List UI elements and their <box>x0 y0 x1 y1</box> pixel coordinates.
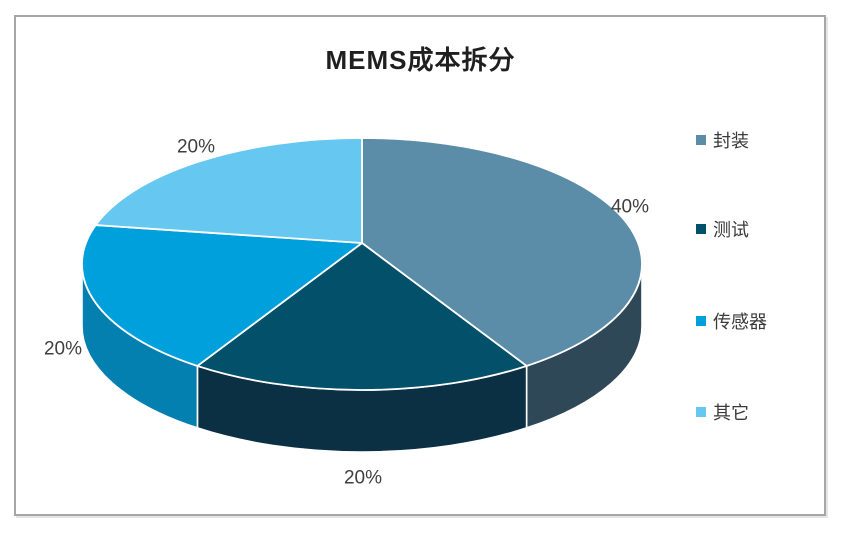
legend-label: 传感器 <box>713 312 767 332</box>
legend-marker-icon <box>696 135 706 145</box>
legend-item-other: 其它 <box>696 401 749 423</box>
chart-title: MEMS成本拆分 <box>325 45 516 75</box>
legend-marker-icon <box>696 316 706 326</box>
legend: 封装 测试 传感器 其它 <box>690 0 820 536</box>
legend-item-testing: 测试 <box>696 218 749 240</box>
pie-slice-封装 <box>361 137 643 367</box>
legend-item-sensor: 传感器 <box>696 310 767 332</box>
pie-slice-其它 <box>94 137 363 244</box>
data-label-传感器: 20% <box>44 339 82 360</box>
pie-slice-传感器 <box>81 224 363 367</box>
data-label-测试: 20% <box>344 468 382 489</box>
legend-marker-icon <box>696 407 706 417</box>
data-label-封装: 40% <box>611 197 649 218</box>
data-label-其它: 20% <box>177 137 215 158</box>
legend-label: 测试 <box>713 220 749 240</box>
legend-marker-icon <box>696 224 706 234</box>
legend-item-packaging: 封装 <box>696 129 749 151</box>
legend-label: 封装 <box>713 131 749 151</box>
legend-label: 其它 <box>713 403 749 423</box>
pie-slice-测试 <box>196 242 528 391</box>
